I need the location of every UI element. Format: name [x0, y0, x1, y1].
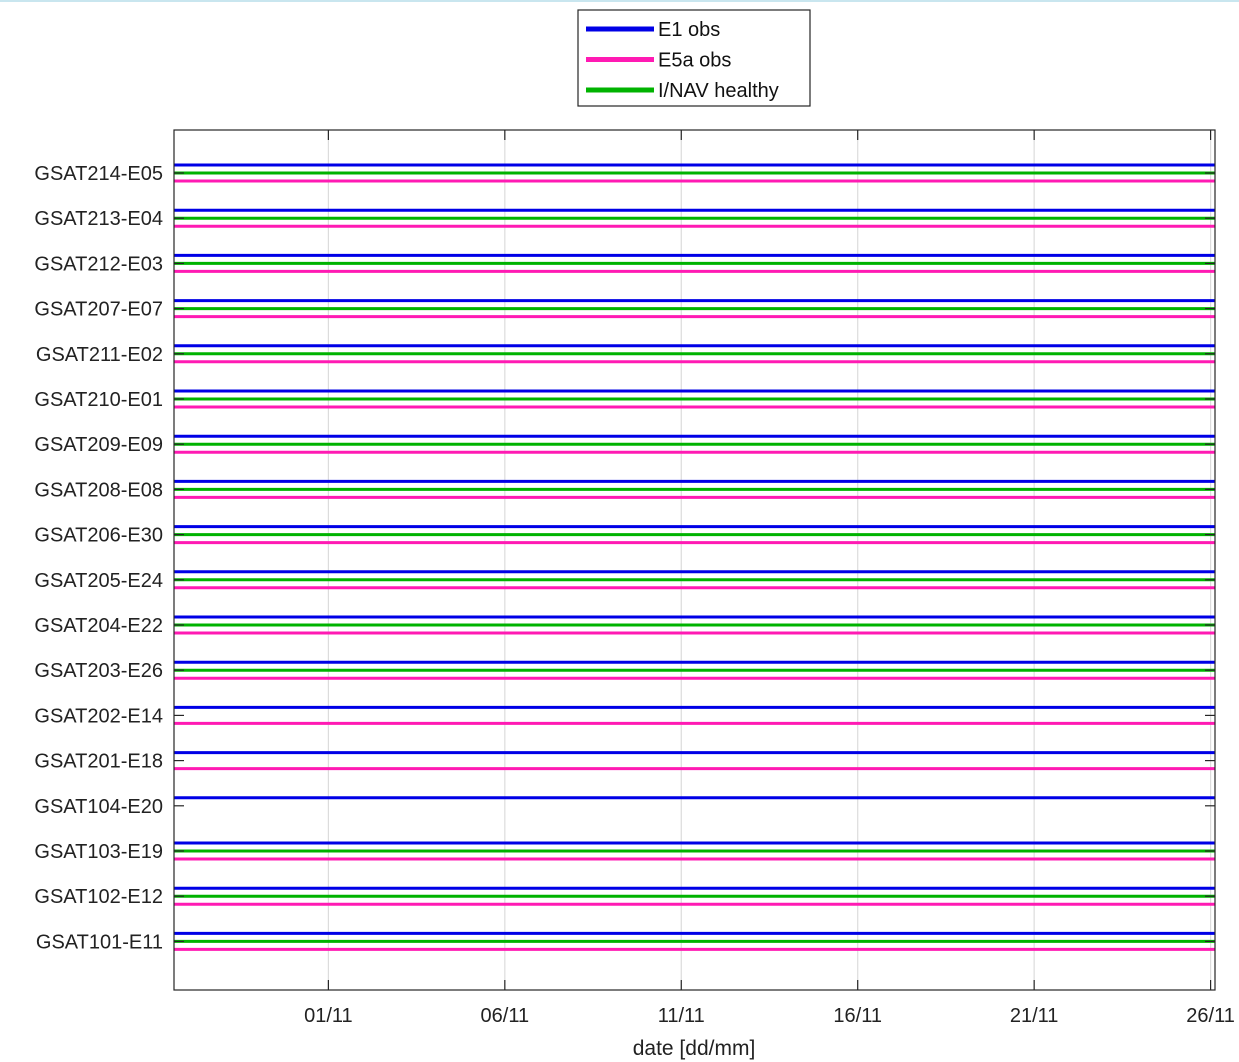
top-border [0, 0, 1239, 2]
y-tick-label: GSAT203-E26 [34, 660, 163, 682]
y-tick-label: GSAT201-E18 [34, 751, 163, 773]
y-tick-label: GSAT204-E22 [34, 615, 163, 637]
y-tick-label: GSAT208-E08 [34, 479, 163, 501]
x-tick-labels: 01/11 06/11 11/11 16/11 21/11 26/11 [304, 1005, 1235, 1027]
y-tick-labels: GSAT214-E05 GSAT213-E04 GSAT212-E03 GSAT207… [34, 163, 163, 953]
y-tick-label: GSAT210-E01 [34, 389, 163, 411]
axis-ticks [174, 130, 1215, 990]
legend: E1 obs E5a obs I/NAV healthy [577, 9, 811, 107]
y-tick-label: GSAT214-E05 [34, 163, 163, 185]
y-tick-label: GSAT213-E04 [34, 208, 163, 230]
y-tick-label: GSAT202-E14 [34, 705, 163, 727]
legend-label-2: E5a obs [658, 50, 731, 72]
grid [327, 130, 1212, 990]
y-tick-label: GSAT104-E20 [34, 796, 163, 818]
y-tick-label: GSAT209-E09 [34, 434, 163, 456]
x-tick-label: 16/11 [833, 1005, 882, 1027]
plot-frame [173, 129, 1216, 991]
x-tick-label: 06/11 [481, 1005, 530, 1027]
legend-label-3: I/NAV healthy [658, 80, 779, 102]
y-tick-label: GSAT103-E19 [34, 841, 163, 863]
y-tick-label: GSAT211-E02 [36, 344, 163, 366]
legend-label-1: E1 obs [658, 19, 720, 41]
y-tick-label: GSAT102-E12 [34, 886, 163, 908]
y-tick-label: GSAT205-E24 [34, 570, 163, 592]
y-tick-label: GSAT101-E11 [36, 931, 163, 953]
y-tick-label: GSAT207-E07 [34, 299, 163, 321]
x-tick-label: 11/11 [658, 1005, 705, 1027]
x-tick-label: 26/11 [1186, 1005, 1235, 1027]
series-lines [174, 163, 1215, 951]
y-tick-label: GSAT206-E30 [34, 525, 163, 547]
x-axis-label: date [dd/mm] [633, 1037, 756, 1060]
x-tick-label: 21/11 [1010, 1005, 1059, 1027]
y-tick-label: GSAT212-E03 [34, 253, 163, 275]
x-tick-label: 01/11 [304, 1005, 353, 1027]
